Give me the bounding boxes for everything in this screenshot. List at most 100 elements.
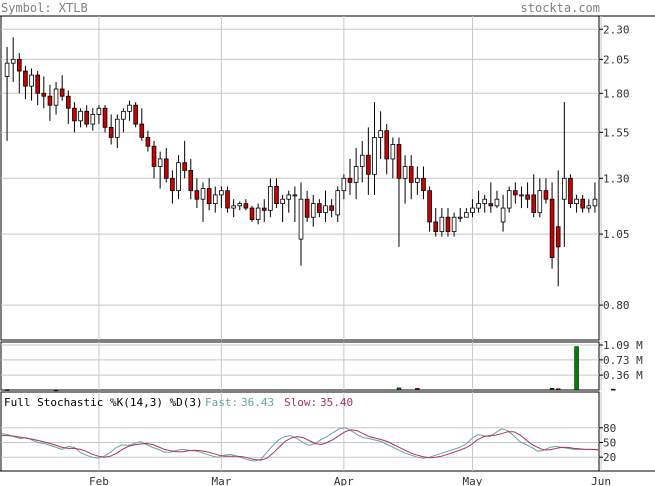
volume-tick-label: 0.36 M <box>603 369 643 382</box>
candle <box>513 182 518 204</box>
candle <box>121 108 126 133</box>
month-tick-label: May <box>463 475 483 486</box>
volume-bar <box>53 389 59 392</box>
candle <box>445 208 451 237</box>
candle <box>464 208 469 218</box>
candle <box>439 208 445 237</box>
candle-body <box>145 137 151 147</box>
candle-body <box>317 203 322 214</box>
candle <box>225 186 230 213</box>
candle-body <box>261 207 267 211</box>
fast-k-line <box>1 427 598 462</box>
candle <box>176 155 181 200</box>
candle-body <box>286 194 292 200</box>
candle <box>525 182 530 209</box>
candle-body <box>427 190 432 223</box>
fast-value: 36.43 <box>241 396 274 409</box>
candle <box>543 178 549 204</box>
candle <box>451 212 457 237</box>
candle-body <box>176 162 181 192</box>
candle-body <box>157 158 163 167</box>
volume-bar <box>611 388 616 391</box>
candle-body <box>384 130 390 160</box>
candle-body <box>476 203 481 209</box>
candle <box>237 201 243 211</box>
candle <box>151 140 157 179</box>
candle <box>470 199 475 218</box>
candle-body <box>335 190 341 216</box>
month-tick-label: Apr <box>334 475 354 486</box>
price-tick-label: 0.80 <box>603 299 630 312</box>
candle <box>347 158 353 195</box>
candle <box>298 182 304 266</box>
volume-bar <box>555 388 561 391</box>
candle-body <box>359 154 365 167</box>
candle-body <box>408 166 414 183</box>
candle <box>353 147 359 200</box>
candle <box>35 71 40 106</box>
candle <box>310 194 316 227</box>
candle <box>145 130 151 152</box>
candle-body <box>121 110 126 120</box>
axes: 2.30 2.05 1.80 1.55 1.30 1.05 0.80 Feb Mar Apr May… <box>89 23 643 486</box>
candle <box>133 102 138 128</box>
price-tick-label: 1.55 <box>603 126 630 139</box>
candle <box>90 108 96 131</box>
stoch-tick-label: 50 <box>603 437 616 450</box>
candle-body <box>212 194 218 205</box>
candle <box>427 186 432 232</box>
candle <box>206 178 212 211</box>
volume-bar <box>4 389 10 391</box>
candle-body <box>519 194 524 197</box>
candle-body <box>23 70 28 87</box>
candle-body <box>421 177 426 192</box>
candle <box>562 102 567 247</box>
candle <box>568 174 573 209</box>
candle-body <box>574 198 579 205</box>
candle <box>212 186 218 213</box>
candle <box>506 186 512 213</box>
candle <box>66 90 71 125</box>
candle <box>47 84 53 121</box>
candle <box>574 194 579 213</box>
candle-body <box>543 190 549 200</box>
candle <box>41 76 47 109</box>
candle <box>366 127 371 195</box>
candle <box>96 105 102 125</box>
candle-body <box>402 166 408 179</box>
candle <box>592 182 598 213</box>
candle-body <box>225 190 230 209</box>
candle <box>231 199 236 218</box>
price-panel <box>4 37 598 287</box>
candle <box>457 208 463 222</box>
candle-body <box>53 88 59 106</box>
candle-body <box>323 205 328 214</box>
candle-body <box>47 95 53 106</box>
candle-body <box>280 198 285 205</box>
candle <box>329 199 334 218</box>
candle-body <box>72 107 77 122</box>
candle <box>519 186 524 209</box>
candle <box>292 186 298 222</box>
candle-body <box>555 226 561 248</box>
volume-bar <box>549 388 555 391</box>
candle-body <box>96 107 102 115</box>
stoch-tick-label: 20 <box>603 451 616 464</box>
volume-bar <box>574 346 579 391</box>
candle <box>163 147 169 183</box>
candle-body <box>255 207 261 220</box>
candle-body <box>457 216 463 219</box>
candle <box>580 194 585 213</box>
candle <box>78 108 83 128</box>
candle-body <box>341 177 347 192</box>
candle-body <box>78 110 83 122</box>
candle-body <box>274 186 279 205</box>
candle-body <box>482 198 488 205</box>
candle <box>102 105 108 133</box>
candle-body <box>586 205 592 209</box>
candle <box>317 199 322 218</box>
candle-body <box>537 190 543 214</box>
candle <box>323 190 328 222</box>
candle-body <box>59 88 65 97</box>
candle <box>280 194 285 222</box>
